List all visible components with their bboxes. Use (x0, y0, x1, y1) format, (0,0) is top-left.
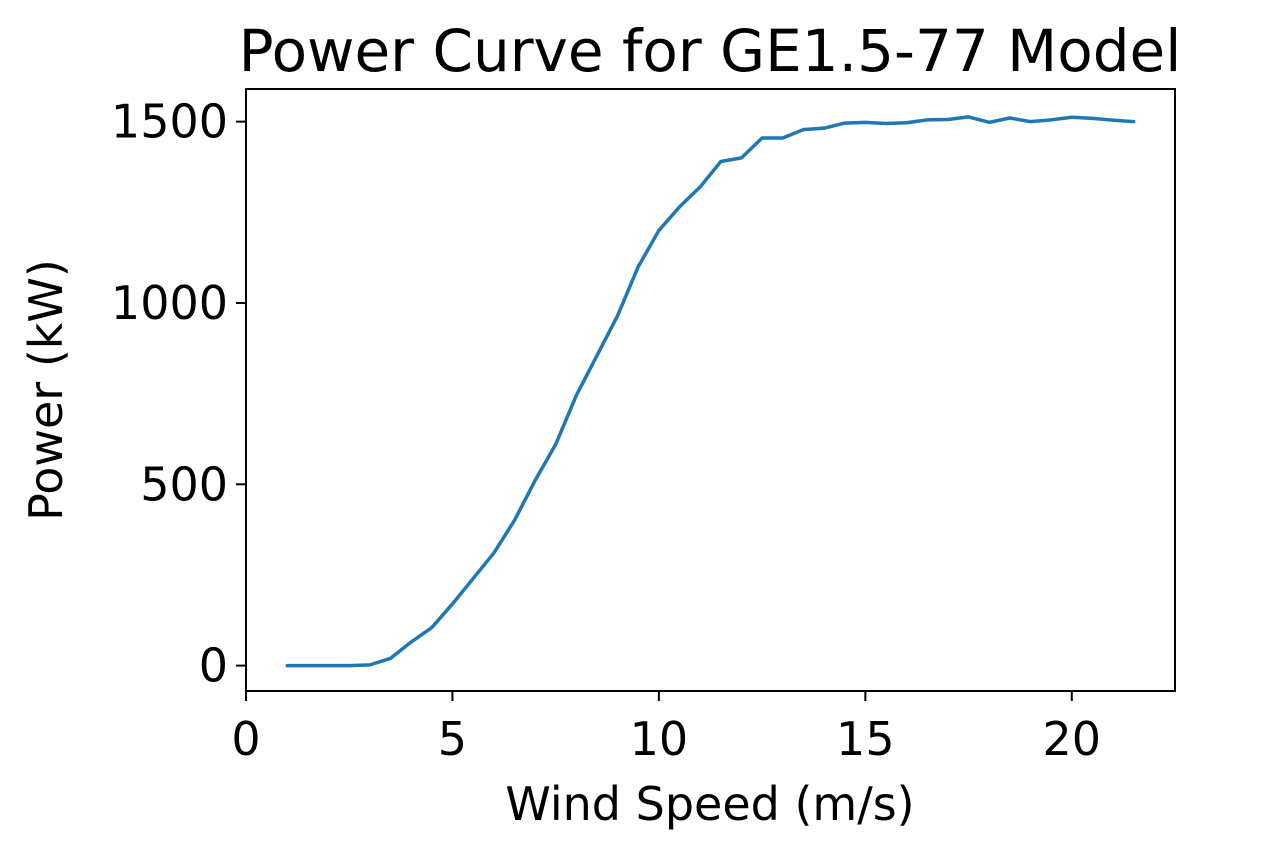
y-tick-label: 1500 (111, 95, 228, 149)
y-tick-label: 0 (199, 639, 228, 693)
y-axis: 0 500 1000 1500 (111, 95, 246, 693)
y-axis-label: Power (kW) (19, 259, 73, 521)
x-axis-label: Wind Speed (m/s) (505, 777, 914, 831)
y-tick-label: 1000 (111, 276, 228, 330)
x-axis: 0 5 10 15 20 (231, 691, 1101, 766)
x-tick-label: 20 (1043, 712, 1102, 766)
x-tick-label: 0 (231, 712, 260, 766)
y-tick-label: 500 (140, 457, 228, 511)
plot-area (245, 88, 1176, 692)
chart-title: Power Curve for GE1.5-77 Model (239, 17, 1182, 85)
x-tick-label: 15 (836, 712, 895, 766)
x-tick-label: 5 (438, 712, 467, 766)
x-tick-label: 10 (630, 712, 689, 766)
series-line (285, 115, 1136, 668)
axes-frame (245, 88, 1176, 692)
